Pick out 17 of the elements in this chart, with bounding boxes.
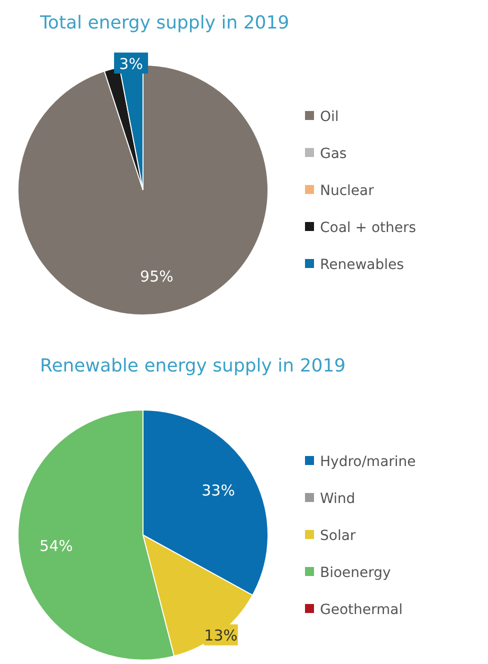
- legend-label: Geothermal: [320, 602, 403, 618]
- legend-label: Wind: [320, 490, 356, 507]
- data-label: 95%: [140, 268, 174, 286]
- legend-label: Hydro/marine: [320, 454, 416, 470]
- data-label: 54%: [40, 537, 73, 556]
- legend-label: Renewables: [320, 256, 404, 273]
- legend-label: Bioenergy: [320, 564, 391, 581]
- data-label: 3%: [119, 54, 143, 73]
- data-label: 13%: [204, 626, 238, 645]
- legend-label: Nuclear: [320, 182, 374, 199]
- legend-label: Coal + others: [320, 220, 416, 236]
- legend-label: Gas: [320, 146, 347, 162]
- chart-title: Renewable energy supply in 2019: [40, 355, 346, 376]
- legend-label: Solar: [320, 528, 356, 544]
- data-label: 33%: [202, 482, 235, 500]
- chart-title: Total energy supply in 2019: [39, 12, 290, 34]
- legend-label: Oil: [320, 108, 339, 125]
